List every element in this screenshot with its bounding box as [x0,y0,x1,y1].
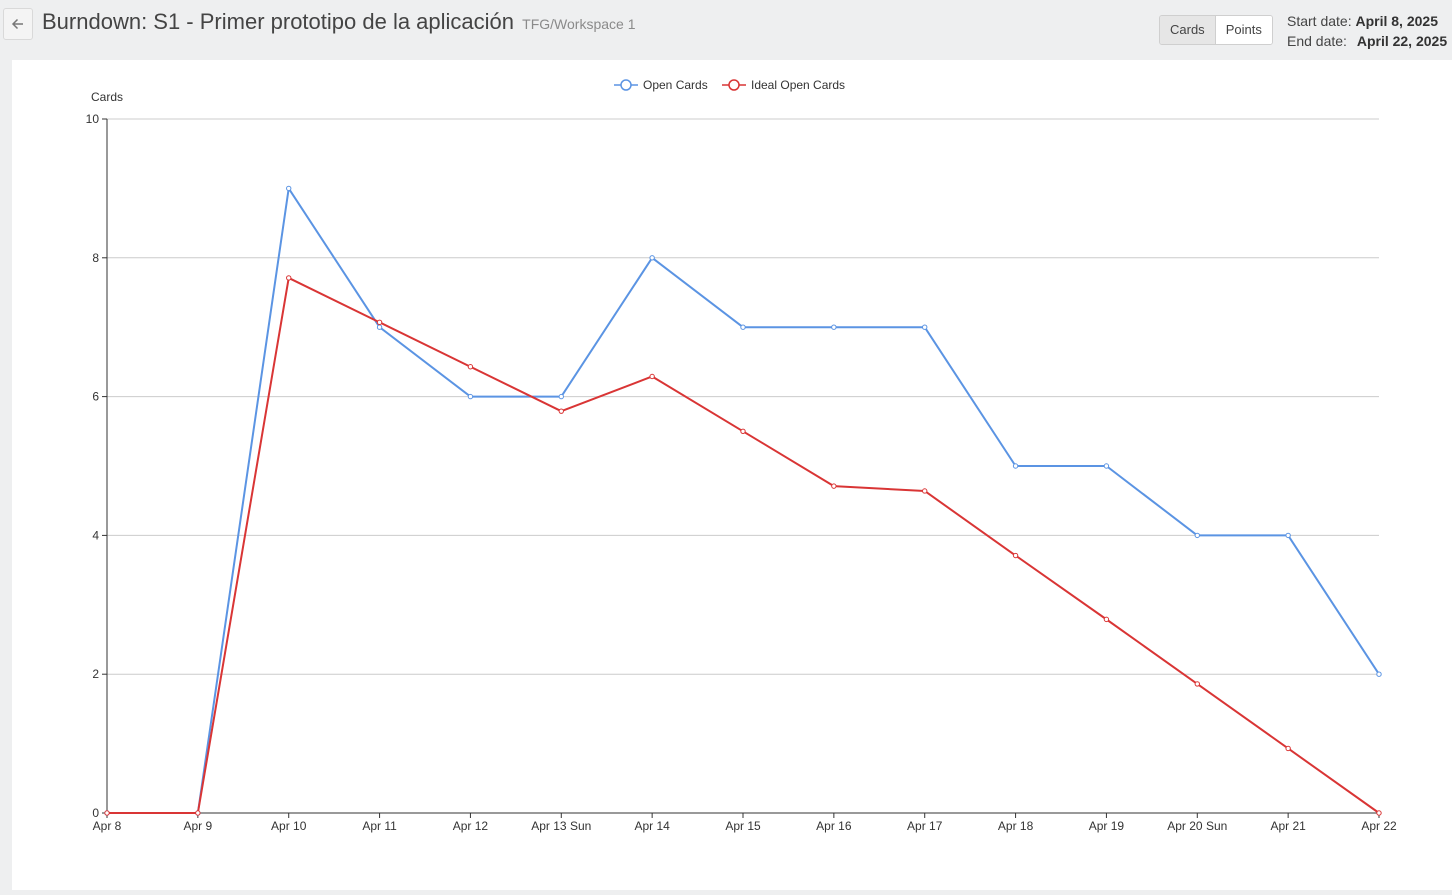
x-tick-label: Apr 14 [634,819,670,833]
data-point [376,324,383,330]
x-tick-label: Apr 20 Sun [1167,819,1227,833]
page-title: Burndown: S1 - Primer prototipo de la ap… [42,9,635,35]
cards-toggle-button[interactable]: Cards [1160,16,1216,44]
x-tick-label: Apr 11 [362,819,397,833]
start-date-value: April 8, 2025 [1355,13,1438,29]
header: Burndown: S1 - Primer prototipo de la ap… [0,0,1452,60]
end-date-label: End date: [1287,33,1347,49]
data-point [558,393,564,400]
start-date-row: Start date: April 8, 2025 [1287,11,1447,31]
data-point [740,428,746,434]
x-tick-label: Apr 21 [1270,819,1306,833]
x-tick-label: Apr 22 [1361,819,1397,833]
data-point [376,319,383,326]
sprint-dates: Start date: April 8, 2025 End date: Apri… [1287,11,1447,51]
chart-panel: 0 2 4 6 8 10 Cards Apr 8 Apr 9 Apr 10 Apr 11 Apr 12… [12,60,1452,890]
start-date-label: Start date: [1287,13,1352,29]
y-tick-label: 8 [92,251,99,265]
data-point [922,324,928,330]
x-tick-label: Apr 15 [725,819,761,833]
legend-marker [620,79,632,91]
points-toggle-button[interactable]: Points [1215,16,1272,44]
data-point [649,373,655,380]
data-point [195,810,201,816]
data-point [1285,532,1291,539]
data-point [740,324,746,330]
data-point [558,408,564,414]
y-tick-label: 0 [92,806,99,820]
x-tick-label: Apr 13 Sun [531,819,591,833]
data-point [286,185,292,192]
data-point [1103,616,1110,623]
data-point [286,275,292,281]
x-tick-label: Apr 19 [1089,819,1125,833]
data-point [1194,532,1200,539]
x-tick-label: Apr 9 [184,819,213,833]
burndown-chart: 0 2 4 6 8 10 Cards Apr 8 Apr 9 Apr 10 Apr 11 Apr 12… [86,78,1397,833]
x-tick-label: Apr 16 [816,819,852,833]
x-tick-label: Apr 8 [93,819,122,833]
legend-label: Ideal Open Cards [751,78,845,92]
data-point [1012,463,1019,469]
back-button[interactable] [3,8,33,40]
legend-label: Open Cards [643,78,708,92]
data-point [1103,463,1110,469]
data-point [1376,810,1382,816]
end-date-row: End date: April 22, 2025 [1287,31,1447,51]
arrow-left-icon [11,18,23,30]
data-point [831,324,837,330]
data-point [1012,552,1019,559]
legend-marker [728,79,740,91]
x-tick-label: Apr 17 [907,819,943,833]
data-point [831,483,837,489]
page-title-text: Burndown: S1 - Primer prototipo de la ap… [42,9,515,34]
data-point [922,488,928,494]
metric-toggle: Cards Points [1159,15,1273,45]
data-point [467,393,474,400]
y-tick-label: 2 [92,667,99,681]
workspace-subtitle[interactable]: TFG/Workspace 1 [522,16,636,32]
y-axis-title: Cards [91,90,123,104]
data-point [1285,745,1291,752]
data-point [1376,671,1382,677]
data-point [104,810,110,816]
data-point [467,364,474,370]
y-tick-label: 10 [86,112,100,126]
data-point [1194,681,1200,687]
data-point [649,255,655,261]
y-tick-label: 6 [92,390,99,404]
x-tick-label: Apr 12 [453,819,489,833]
end-date-value: April 22, 2025 [1356,33,1448,49]
x-tick-label: Apr 18 [998,819,1034,833]
series-line-ideal-open-cards [107,276,1380,814]
x-tick-label: Apr 10 [271,819,307,833]
y-tick-label: 4 [92,528,99,542]
